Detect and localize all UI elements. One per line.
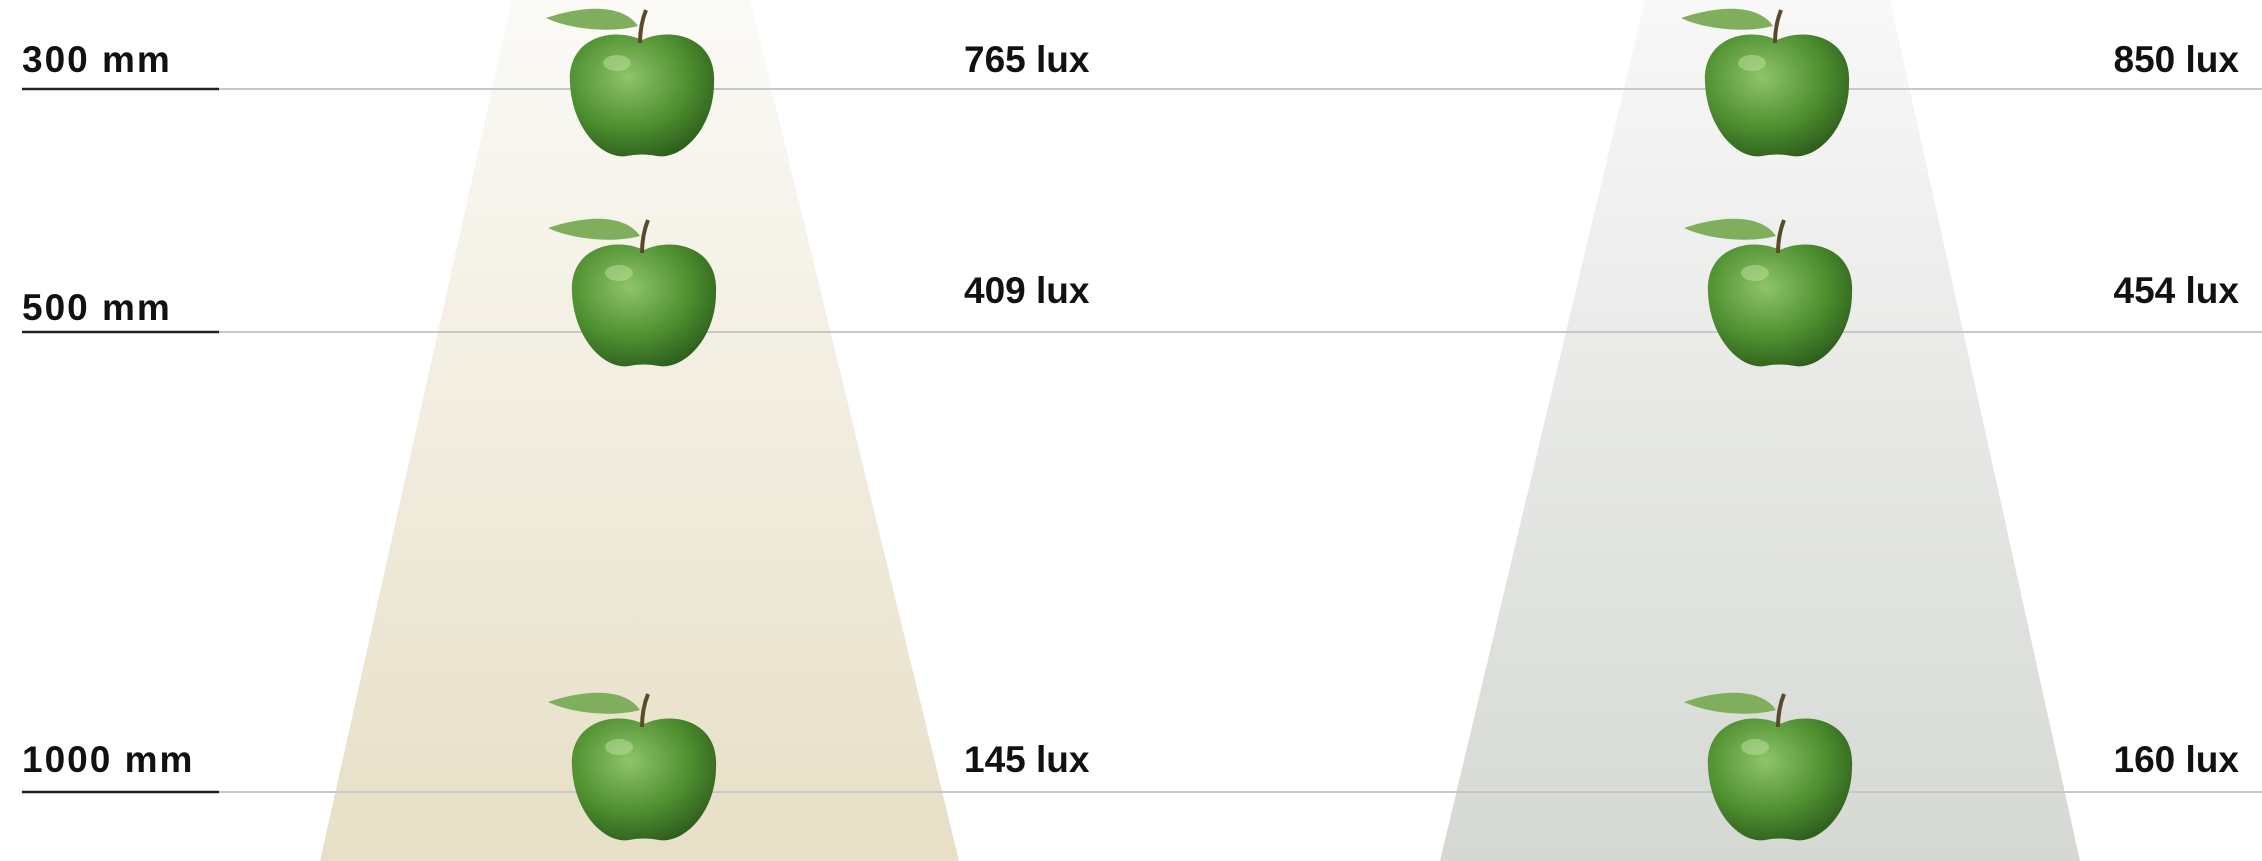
distance-label: 300 mm	[22, 39, 172, 80]
illumination-diagram: 300 mm 500 mm 1000 mm 765 lux 409 lux 14…	[0, 0, 2262, 861]
cool-lux-label: 160 lux	[2114, 739, 2240, 780]
cool-lux-label: 850 lux	[2114, 39, 2240, 80]
distance-label: 500 mm	[22, 287, 172, 328]
warm-lux-label: 409 lux	[964, 270, 1090, 311]
warm-lux-label: 765 lux	[964, 39, 1090, 80]
warm-lux-label: 145 lux	[964, 739, 1090, 780]
distance-label: 1000 mm	[22, 739, 194, 780]
cool-lux-label: 454 lux	[2114, 270, 2240, 311]
